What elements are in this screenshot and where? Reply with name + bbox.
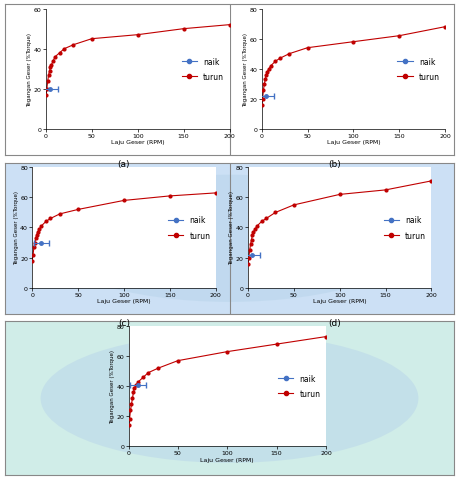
Text: (d): (d) [329, 318, 341, 327]
Circle shape [40, 334, 419, 463]
Legend: naik, turun: naik, turun [180, 56, 226, 83]
Legend: naik, turun: naik, turun [382, 215, 428, 241]
Y-axis label: Tegangan Geser (%Torque): Tegangan Geser (%Torque) [28, 33, 33, 107]
Legend: naik, turun: naik, turun [167, 215, 212, 241]
Text: (c): (c) [118, 318, 130, 327]
X-axis label: Laju Geser (RPM): Laju Geser (RPM) [201, 457, 254, 462]
Text: (a): (a) [118, 160, 130, 169]
X-axis label: Laju Geser (RPM): Laju Geser (RPM) [97, 299, 151, 303]
Text: (b): (b) [329, 160, 341, 169]
Text: (e): (e) [223, 479, 236, 480]
X-axis label: Laju Geser (RPM): Laju Geser (RPM) [327, 140, 380, 145]
Y-axis label: Tegangan Geser (%Torque): Tegangan Geser (%Torque) [110, 349, 115, 423]
X-axis label: Laju Geser (RPM): Laju Geser (RPM) [313, 299, 366, 303]
Legend: naik, turun: naik, turun [277, 373, 322, 400]
Legend: naik, turun: naik, turun [396, 56, 442, 83]
Circle shape [40, 175, 419, 302]
Y-axis label: Tegangan Geser (%Torque): Tegangan Geser (%Torque) [230, 191, 235, 265]
Y-axis label: Tegangan Geser (%Torque): Tegangan Geser (%Torque) [14, 191, 19, 265]
Y-axis label: Tegangan Geser (%Torque): Tegangan Geser (%Torque) [243, 33, 248, 107]
X-axis label: Laju Geser (RPM): Laju Geser (RPM) [111, 140, 164, 145]
